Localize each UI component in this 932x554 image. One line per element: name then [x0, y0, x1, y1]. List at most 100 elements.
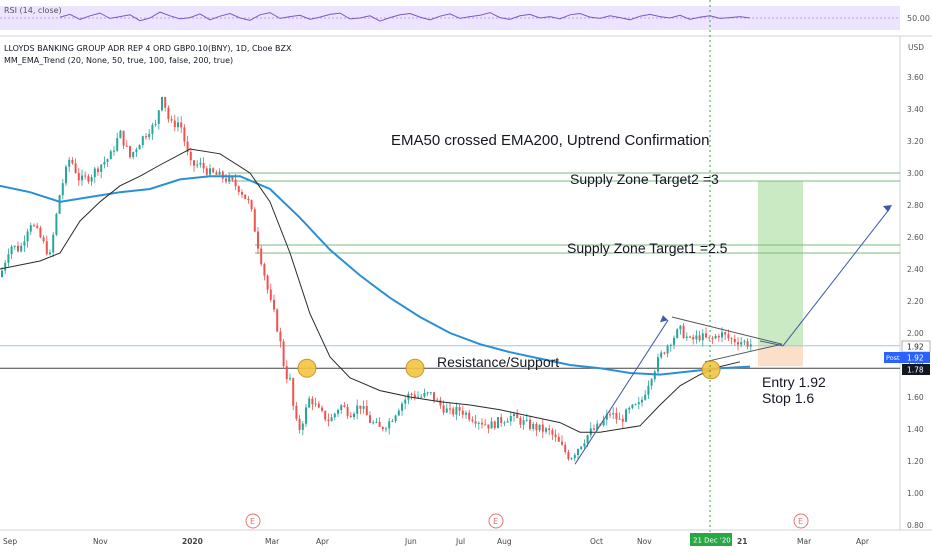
candle-body: [586, 435, 589, 444]
candle-body: [612, 413, 615, 415]
candle-body: [682, 325, 685, 338]
candle-body: [196, 164, 199, 166]
candle-body: [509, 415, 512, 422]
candle-body: [516, 413, 519, 419]
candles: [1, 96, 752, 462]
candle-body: [650, 379, 653, 386]
candle-body: [7, 254, 10, 263]
candle-body: [330, 417, 333, 422]
candle-body: [10, 246, 13, 255]
candle-body: [71, 159, 74, 164]
candle-body: [397, 410, 400, 416]
candle-body: [308, 398, 311, 408]
candle-body: [122, 130, 125, 146]
candle-body: [151, 124, 154, 134]
price-tick-label: 2.60: [907, 233, 924, 242]
candle-body: [23, 241, 26, 246]
candle-body: [394, 415, 397, 422]
candle-body: [625, 409, 627, 422]
candle-body: [381, 426, 384, 430]
candle-body: [641, 399, 643, 403]
candle-body: [695, 335, 698, 340]
candle-body: [404, 399, 407, 404]
drawings: [297, 205, 892, 465]
candle-body: [263, 264, 266, 276]
annotation-resistance: Resistance/Support: [437, 354, 559, 370]
candle-body: [647, 385, 650, 395]
rsi-label: RSI (14, close): [4, 6, 62, 15]
candle-body: [513, 413, 515, 416]
candle-body: [218, 171, 221, 175]
candle-body: [103, 161, 106, 165]
candle-body: [49, 252, 51, 255]
candle-body: [189, 151, 192, 161]
earnings-event-label: E: [798, 517, 803, 526]
candle-body: [535, 423, 538, 431]
candle-body: [106, 159, 109, 162]
candle-body: [458, 407, 461, 411]
candle-body: [653, 371, 656, 380]
badge-last: 1.92: [907, 354, 924, 363]
price-tick-label: 2.00: [907, 329, 924, 338]
candle-body: [727, 334, 730, 339]
candle-body: [359, 405, 362, 409]
candle-body: [17, 245, 19, 252]
candle-body: [193, 160, 195, 166]
candle-body: [20, 245, 23, 252]
candle-body: [455, 407, 458, 415]
candle-body: [564, 444, 567, 452]
annotation-supply2: Supply Zone Target2 =3: [570, 171, 719, 187]
candle-body: [529, 419, 531, 429]
cursor-date-bg: [690, 533, 732, 546]
time-tick-label: Jul: [455, 537, 465, 546]
candle-body: [372, 422, 375, 424]
candle-body: [327, 419, 330, 422]
candle-body: [305, 407, 307, 424]
candle-body: [474, 421, 477, 424]
candle-body: [26, 231, 29, 242]
price-axis-currency: USD: [908, 43, 924, 52]
time-tick-label: Nov: [93, 537, 108, 546]
candle-body: [481, 422, 483, 425]
candle-body: [490, 421, 493, 429]
candle-body: [202, 162, 205, 169]
candle-body: [132, 151, 135, 158]
candle-body: [247, 198, 250, 201]
candle-body: [87, 176, 90, 182]
candle-body: [321, 407, 323, 411]
price-tick-label: 3.20: [907, 137, 924, 146]
price-tick-label: 3.00: [907, 169, 924, 178]
candle-body: [237, 186, 240, 193]
candle-body: [311, 398, 314, 405]
candle-body: [417, 396, 419, 398]
candle-body: [81, 175, 83, 181]
projection-arrow-head: [883, 205, 892, 212]
annotation-entry: Entry 1.92: [762, 374, 826, 390]
candle-body: [717, 335, 720, 338]
candle-body: [199, 162, 202, 165]
candle-body: [170, 119, 173, 121]
candle-body: [426, 392, 429, 394]
candle-body: [273, 299, 275, 310]
time-tick-label: Jun: [404, 537, 417, 546]
price-ticks: 3.603.403.203.002.802.602.402.202.001.80…: [907, 73, 924, 530]
rsi-line: [59, 11, 751, 22]
candle-body: [388, 421, 391, 429]
candle-body: [138, 145, 141, 150]
annotation-stop: Stop 1.6: [762, 390, 814, 406]
rsi-panel: RSI (14, close) 50.00: [0, 6, 932, 37]
price-tick-label: 1.40: [907, 425, 924, 434]
candle-body: [113, 150, 115, 152]
candle-body: [429, 392, 432, 394]
candle-body: [570, 458, 573, 460]
candle-body: [365, 406, 368, 416]
candle-body: [596, 423, 599, 430]
badge-level-178: 1.78: [907, 366, 924, 375]
price-tick-label: 3.40: [907, 105, 924, 114]
candle-body: [295, 405, 298, 419]
candle-body: [436, 399, 439, 401]
candle-body: [442, 405, 445, 413]
candle-body: [628, 407, 631, 410]
candle-body: [580, 446, 583, 450]
